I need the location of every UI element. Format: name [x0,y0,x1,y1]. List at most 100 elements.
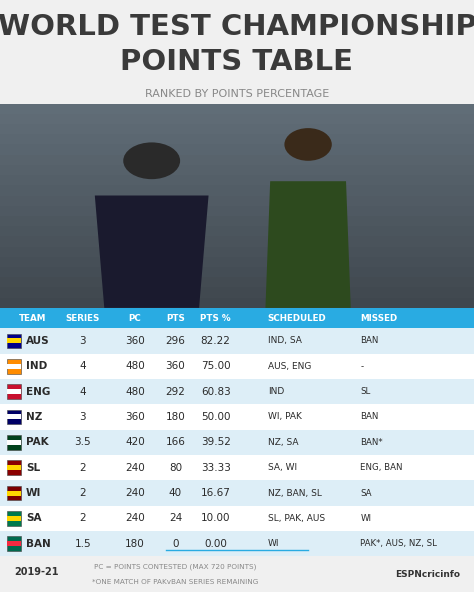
FancyBboxPatch shape [0,277,474,288]
FancyBboxPatch shape [0,206,474,216]
Text: PAK: PAK [26,437,49,448]
Text: 420: 420 [125,437,145,448]
Text: WI: WI [268,539,279,548]
FancyBboxPatch shape [7,485,21,500]
FancyBboxPatch shape [7,541,21,546]
Ellipse shape [123,143,180,179]
Text: SA, WI: SA, WI [268,463,297,472]
FancyBboxPatch shape [7,389,21,394]
Text: SL: SL [360,387,371,396]
Text: BAN*: BAN* [360,438,383,447]
FancyBboxPatch shape [0,124,474,134]
FancyBboxPatch shape [0,379,474,404]
FancyBboxPatch shape [7,516,21,521]
Text: SA: SA [360,488,372,498]
Text: 180: 180 [125,539,145,549]
Text: PC: PC [129,314,141,323]
FancyBboxPatch shape [7,363,21,369]
Text: 4: 4 [80,387,86,397]
Text: 39.52: 39.52 [201,437,231,448]
FancyBboxPatch shape [0,165,474,175]
FancyBboxPatch shape [0,216,474,226]
FancyBboxPatch shape [0,288,474,298]
Text: PAK*, AUS, NZ, SL: PAK*, AUS, NZ, SL [360,539,437,548]
Text: 240: 240 [125,488,145,498]
Text: 480: 480 [125,387,145,397]
Text: 3.5: 3.5 [74,437,91,448]
Text: 2019-21: 2019-21 [14,568,59,577]
FancyBboxPatch shape [7,491,21,496]
Text: 180: 180 [165,412,185,422]
FancyBboxPatch shape [0,257,474,267]
Text: IND, SA: IND, SA [268,336,301,345]
FancyBboxPatch shape [7,359,21,374]
Text: -: - [360,362,364,371]
FancyBboxPatch shape [0,506,474,531]
Text: ENG: ENG [26,387,50,397]
FancyBboxPatch shape [0,308,474,328]
Text: SL, PAK, AUS: SL, PAK, AUS [268,514,325,523]
Text: 0: 0 [172,539,179,549]
FancyBboxPatch shape [0,155,474,165]
FancyBboxPatch shape [0,226,474,236]
Text: ESPNcricinfo: ESPNcricinfo [395,570,460,579]
Text: BAN: BAN [360,413,379,422]
Text: SCHEDULED: SCHEDULED [268,314,327,323]
Text: SA: SA [26,513,42,523]
FancyBboxPatch shape [0,430,474,455]
Polygon shape [95,195,209,308]
Text: AUS, ENG: AUS, ENG [268,362,311,371]
FancyBboxPatch shape [0,246,474,257]
FancyBboxPatch shape [0,134,474,144]
FancyBboxPatch shape [7,536,21,551]
Text: WI, PAK: WI, PAK [268,413,301,422]
Text: RANKED BY POINTS PERCENTAGE: RANKED BY POINTS PERCENTAGE [145,89,329,99]
Text: WI: WI [26,488,41,498]
Text: SL: SL [26,463,40,473]
FancyBboxPatch shape [0,195,474,206]
Text: 360: 360 [125,412,145,422]
FancyBboxPatch shape [0,328,474,353]
FancyBboxPatch shape [0,114,474,124]
FancyBboxPatch shape [7,410,21,424]
FancyBboxPatch shape [0,298,474,308]
Text: 166: 166 [165,437,185,448]
FancyBboxPatch shape [0,404,474,430]
Text: 82.22: 82.22 [201,336,231,346]
Text: 2: 2 [80,463,86,473]
FancyBboxPatch shape [0,267,474,277]
Text: 292: 292 [165,387,185,397]
Text: 360: 360 [125,336,145,346]
Text: 10.00: 10.00 [201,513,230,523]
FancyBboxPatch shape [0,531,474,556]
Text: 360: 360 [165,361,185,371]
Text: 1.5: 1.5 [74,539,91,549]
FancyBboxPatch shape [0,353,474,379]
FancyBboxPatch shape [7,414,21,420]
Text: 3: 3 [80,412,86,422]
Text: IND: IND [26,361,47,371]
Text: BAN: BAN [360,336,379,345]
Text: 2: 2 [80,513,86,523]
FancyBboxPatch shape [7,333,21,348]
FancyBboxPatch shape [7,461,21,475]
Text: 16.67: 16.67 [201,488,231,498]
Text: NZ: NZ [26,412,43,422]
FancyBboxPatch shape [0,455,474,480]
Text: 4: 4 [80,361,86,371]
FancyBboxPatch shape [0,185,474,195]
FancyBboxPatch shape [7,511,21,526]
Text: 33.33: 33.33 [201,463,231,473]
Text: NZ, BAN, SL: NZ, BAN, SL [268,488,322,498]
FancyBboxPatch shape [7,384,21,399]
Text: PTS %: PTS % [201,314,231,323]
Text: 240: 240 [125,513,145,523]
Polygon shape [265,181,351,308]
Text: PC = POINTS CONTESTED (MAX 720 POINTS): PC = POINTS CONTESTED (MAX 720 POINTS) [94,563,256,570]
Text: 50.00: 50.00 [201,412,230,422]
Text: *ONE MATCH OF PAKvBAN SERIES REMAINING: *ONE MATCH OF PAKvBAN SERIES REMAINING [92,579,259,585]
Ellipse shape [284,128,332,161]
Text: POINTS TABLE: POINTS TABLE [120,48,354,76]
Text: 80: 80 [169,463,182,473]
FancyBboxPatch shape [0,480,474,506]
